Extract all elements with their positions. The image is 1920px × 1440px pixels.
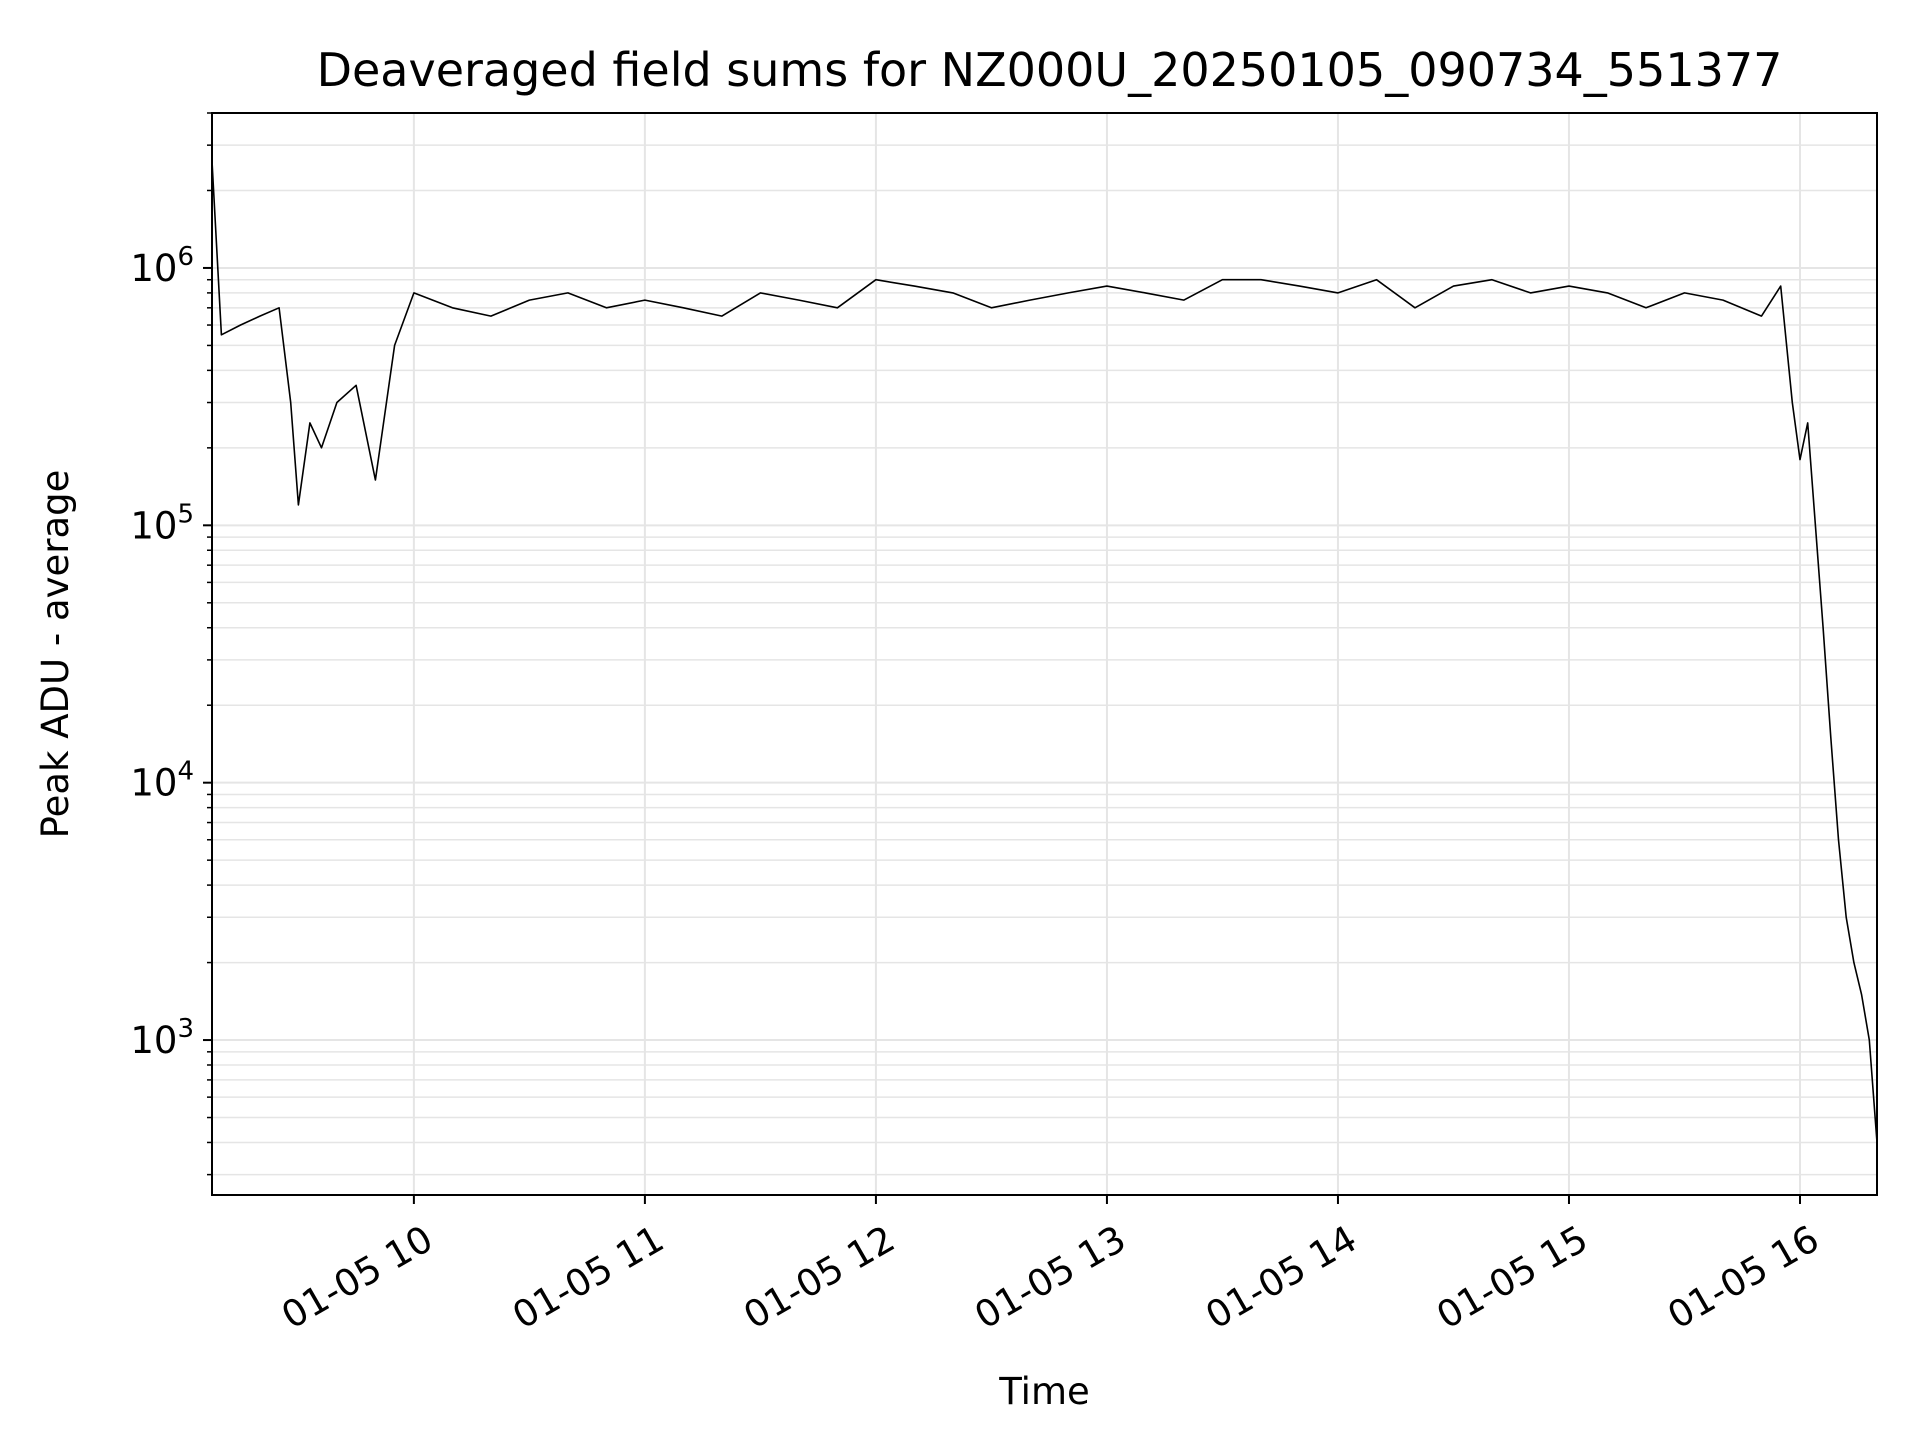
- y-tick-label: 106: [130, 242, 194, 290]
- y-tick-label: 104: [130, 757, 194, 805]
- data-layer: [211, 161, 1878, 1143]
- y-axis-label: Peak ADU - average: [34, 470, 77, 839]
- x-axis-label: Time: [998, 1370, 1090, 1413]
- chart-title: Deaveraged field sums for NZ000U_2025010…: [317, 43, 1783, 97]
- plot-frame: [211, 112, 1878, 1196]
- y-tick-label: 105: [130, 499, 194, 547]
- series-line: [211, 161, 1878, 1143]
- y-tick-label: 103: [130, 1014, 194, 1062]
